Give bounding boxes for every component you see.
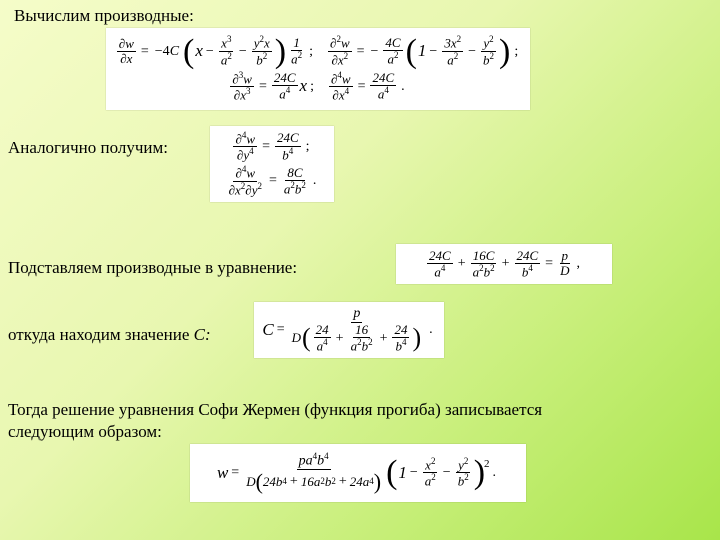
math-block-3: 24Ca4 + 16Ca2b2 + 24Cb4 = pD , xyxy=(396,244,612,284)
math-block-5: w= pa4b4 D ( 24b4 +16a2b2 +24a4 ) ( 1− x… xyxy=(190,444,526,502)
math-block-1: ∂w∂x = −4C ( x− x3a2 − y2xb2 ) 1a2 ; ∂2w… xyxy=(106,28,530,110)
text-solution-1: Тогда решение уравнения Софи Жермен (фун… xyxy=(8,400,542,420)
text-find-c-a: откуда находим значение xyxy=(8,325,194,344)
text-find-c-b: С: xyxy=(194,325,211,344)
text-similarly: Аналогично получим: xyxy=(8,138,168,158)
text-solution-2: следующим образом: xyxy=(8,422,162,442)
text-substitute: Подставляем производные в уравнение: xyxy=(8,258,297,278)
math-block-2: ∂4w∂y4 = 24Cb4 ; ∂4w∂x2∂y2 = 8Ca2b2 . xyxy=(210,126,334,202)
heading-derivatives: Вычислим производные: xyxy=(14,6,194,26)
math-block-4: C= p D ( 24a4 + 16a2b2 + 24b4 ) . xyxy=(254,302,444,358)
text-find-c: откуда находим значение С: xyxy=(8,325,211,345)
